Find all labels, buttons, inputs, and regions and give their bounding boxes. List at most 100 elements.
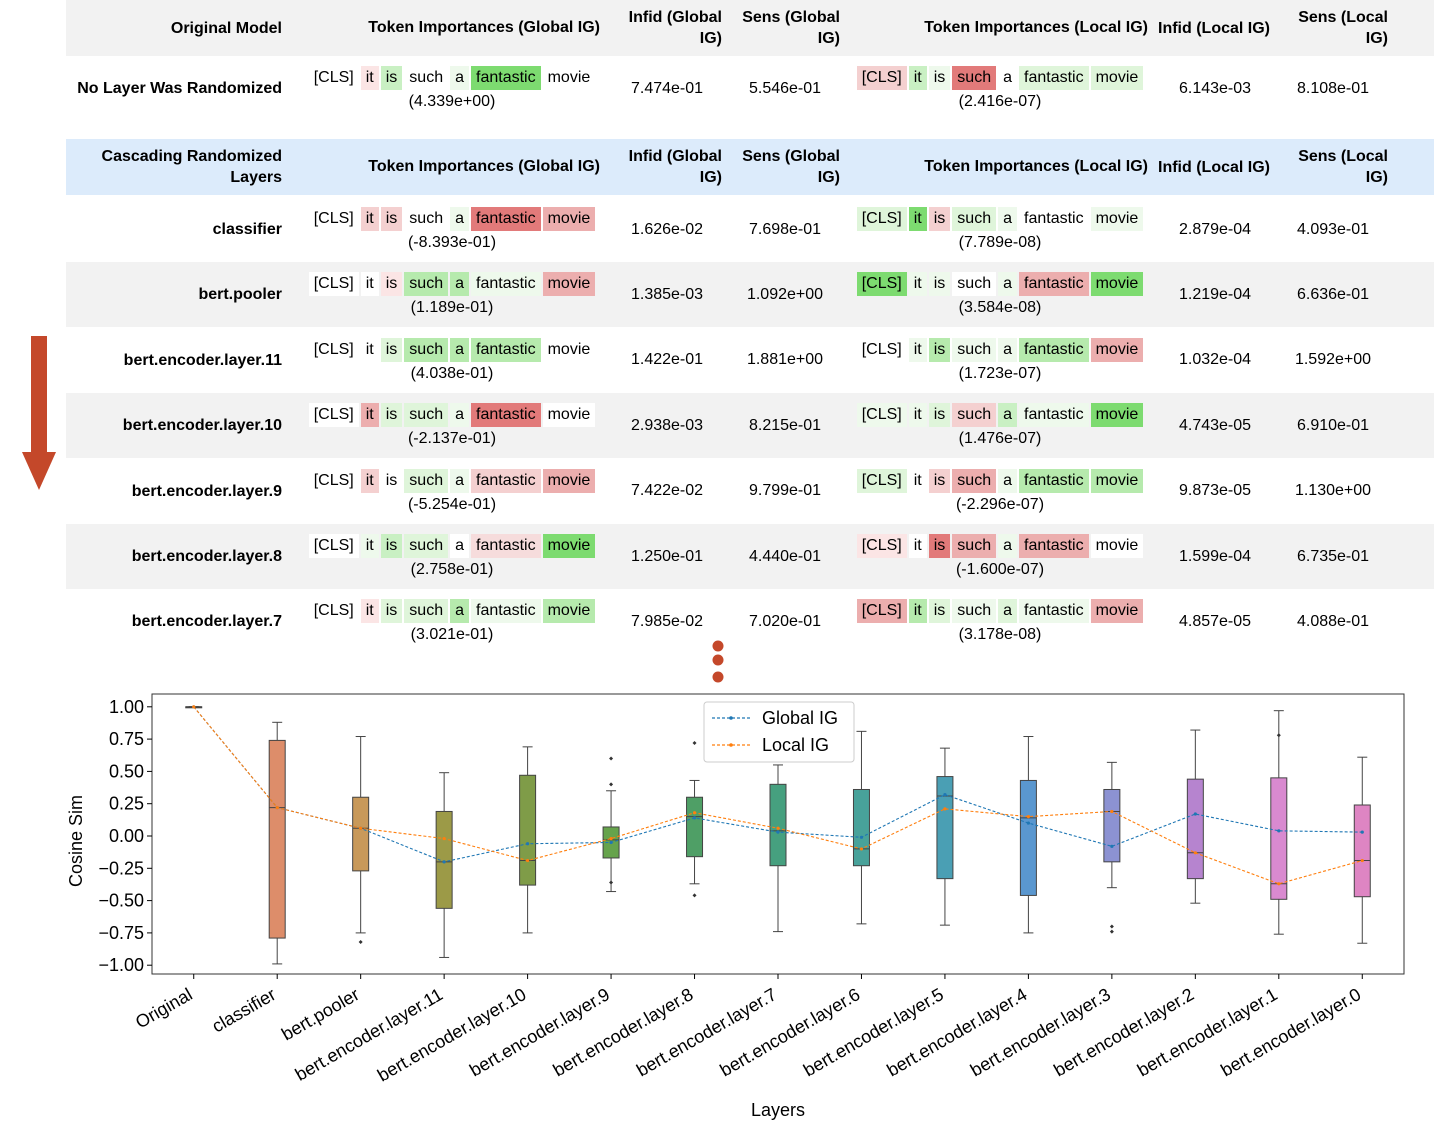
token: it (908, 403, 927, 428)
x-tick-label: bert.encoder.layer.8 (550, 984, 697, 1080)
box-outlier (692, 740, 697, 745)
sens-local: 6.735e-01 (1296, 547, 1370, 565)
cascading-header-infid-local: Infid (Local IG) (1158, 158, 1270, 176)
original-data-row: No Layer Was Randomized [CLS] it is such a fa… (66, 56, 1434, 121)
token: fantastic (1019, 534, 1089, 558)
cascading-header-infid-global: Infid (Global IG) (628, 148, 722, 186)
arrow-shaft (31, 336, 47, 454)
token: such (404, 272, 449, 297)
token: a (998, 272, 1017, 297)
local-score: (1.476e-07) (958, 430, 1042, 448)
box (1103, 788, 1121, 863)
token: [CLS] (308, 534, 359, 558)
token: movie (542, 403, 596, 428)
series-point (609, 836, 613, 841)
token: fantastic (471, 207, 541, 231)
token: such (404, 66, 449, 90)
token: a (998, 403, 1017, 428)
sens-local: 6.636e-01 (1296, 285, 1370, 303)
token: a (450, 599, 469, 624)
token: is (380, 403, 403, 428)
token: such (404, 468, 449, 493)
box-outlier (1276, 733, 1281, 738)
cascading-header-tok-local: Token Importances (Local IG) (924, 158, 1148, 175)
y-tick-label: 0.50 (109, 761, 144, 781)
global-score: (-8.393e-01) (407, 234, 497, 251)
token-list: [CLS] it is such a fantastic movie (844, 66, 1156, 90)
token: a (998, 207, 1017, 231)
token: it (908, 337, 927, 362)
original-header-sens-local: Sens (Local IG) (1298, 9, 1388, 47)
token: fantastic (1019, 272, 1089, 297)
y-tick-label: 0.00 (109, 826, 144, 846)
original-header-tok-global: Token Importances (Global IG) (368, 19, 600, 36)
infid-global: 1.250e-01 (630, 547, 704, 565)
infid-local: 1.219e-04 (1178, 285, 1252, 303)
token-list: [CLS] it is such a fantastic movie (844, 599, 1156, 624)
cascading-header-row: Cascading Randomized Layers Token Import… (66, 139, 1434, 195)
token: fantastic (471, 66, 541, 90)
token-list: [CLS] it is such a fantastic movie (296, 468, 608, 493)
series-point (1193, 812, 1197, 816)
original-header-tok-local: Token Importances (Local IG) (924, 19, 1148, 36)
legend-marker (729, 716, 733, 720)
series-point (776, 826, 780, 830)
token-list: [CLS] it is such a fantastic movie (844, 207, 1156, 231)
series-point (776, 830, 780, 834)
token: a (998, 468, 1017, 493)
box-outlier (609, 756, 614, 761)
row-name: bert.pooler (198, 286, 282, 304)
series-point (442, 836, 446, 841)
token: fantastic (1019, 599, 1089, 624)
token: is (928, 534, 951, 558)
sens-global: 9.799e-01 (748, 482, 822, 500)
sens-global: 7.698e-01 (748, 220, 822, 238)
token: is (380, 534, 403, 558)
token-importances-local: [CLS] it is such a fantastic movie (2.416e-07) (844, 66, 1156, 111)
infid-global: 1.422e-01 (630, 351, 704, 369)
infid-local: 2.879e-04 (1178, 220, 1252, 238)
y-tick-label: −0.25 (98, 858, 144, 878)
x-tick-label: bert.encoder.layer.2 (1050, 984, 1197, 1080)
token: is (380, 66, 403, 90)
token: is (928, 468, 951, 493)
table-row: bert.encoder.layer.10 [CLS] it is such a fant… (66, 393, 1434, 459)
token-importances-global: [CLS] it is such a fantastic movie (4.038e-01) (296, 337, 608, 383)
series-point (1360, 830, 1364, 834)
token: movie (1090, 272, 1144, 297)
token: it (360, 534, 379, 558)
token-list: [CLS] it is such a fantastic movie (296, 599, 608, 624)
token: fantastic (471, 337, 541, 362)
token: such (952, 272, 997, 297)
token: is (928, 599, 951, 624)
token: movie (1090, 66, 1144, 90)
token: fantastic (1019, 468, 1089, 493)
token: fantastic (471, 272, 541, 297)
token-list: [CLS] it is such a fantastic movie (844, 403, 1156, 428)
original-header-infid-global: Infid (Global IG) (628, 9, 722, 47)
table-row: bert.encoder.layer.11 [CLS] it is such a fant… (66, 327, 1434, 393)
token: such (952, 66, 997, 90)
token: it (360, 272, 379, 297)
cosine-sim-box-plot: 1.00 0.75 0.50 0.25 0.00 −0.25 −0.50 −0.75 −1.00… (66, 693, 1405, 1120)
token: [CLS] (856, 599, 907, 624)
token: it (908, 534, 927, 558)
global-score: (1.189e-01) (410, 299, 494, 317)
token: [CLS] (308, 207, 359, 231)
token: a (450, 403, 469, 428)
box (769, 783, 787, 867)
local-score: (-2.296e-07) (955, 495, 1045, 513)
infid-global: 1.626e-02 (630, 220, 704, 238)
token: [CLS] (856, 337, 907, 362)
token: such (404, 403, 449, 428)
legend-box (703, 701, 855, 763)
token: is (380, 272, 403, 297)
box (686, 796, 704, 858)
global-score: (-2.137e-01) (407, 430, 497, 448)
original-header-name: Original Model (170, 19, 282, 37)
global-score: (4.339e+00) (408, 93, 496, 110)
token: movie (1090, 337, 1144, 362)
token: such (404, 207, 449, 231)
token: it (908, 207, 927, 231)
sens-local: 1.130e+00 (1294, 482, 1372, 500)
